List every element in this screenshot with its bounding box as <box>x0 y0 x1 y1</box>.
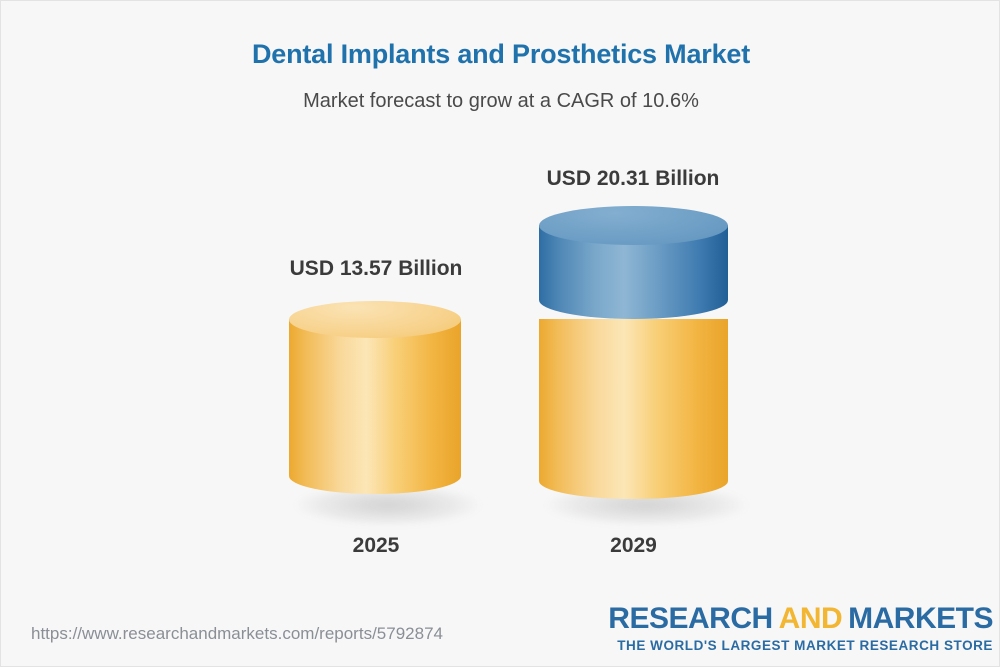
data-label-2029: USD 20.31 Billion <box>546 167 720 190</box>
chart-subtitle: Market forecast to grow at a CAGR of 10.… <box>303 90 699 112</box>
plot-area: USD 13.57 Billion 2025 USD 20.31 Billion <box>1 1 999 601</box>
cylinder-2025[interactable] <box>289 301 481 526</box>
category-label-2025: 2025 <box>352 534 400 557</box>
data-label-2025: USD 13.57 Billion <box>289 257 463 280</box>
cylinder-segment-yellow-2029 <box>539 319 728 499</box>
cylinder-body-2025 <box>289 319 461 494</box>
source-url[interactable]: https://www.researchandmarkets.com/repor… <box>31 624 443 643</box>
page-title: Dental Implants and Prosthetics Market <box>251 39 751 69</box>
logo-word-and: AND <box>778 601 843 635</box>
logo-wordmark: RESEARCH AND MARKETS <box>608 601 993 635</box>
cylinder-top-cap-2025 <box>289 301 461 338</box>
logo-word-markets: MARKETS <box>848 601 993 635</box>
logo-word-research: RESEARCH <box>608 601 773 635</box>
brand-logo[interactable]: RESEARCH AND MARKETS THE WORLD'S LARGEST M… <box>608 601 993 653</box>
logo-tagline: THE WORLD'S LARGEST MARKET RESEARCH STOR… <box>617 637 993 653</box>
cylinder-2029[interactable] <box>539 206 748 526</box>
category-label-2029: 2029 <box>610 534 657 557</box>
cylinder-top-cap-2029 <box>539 206 728 245</box>
